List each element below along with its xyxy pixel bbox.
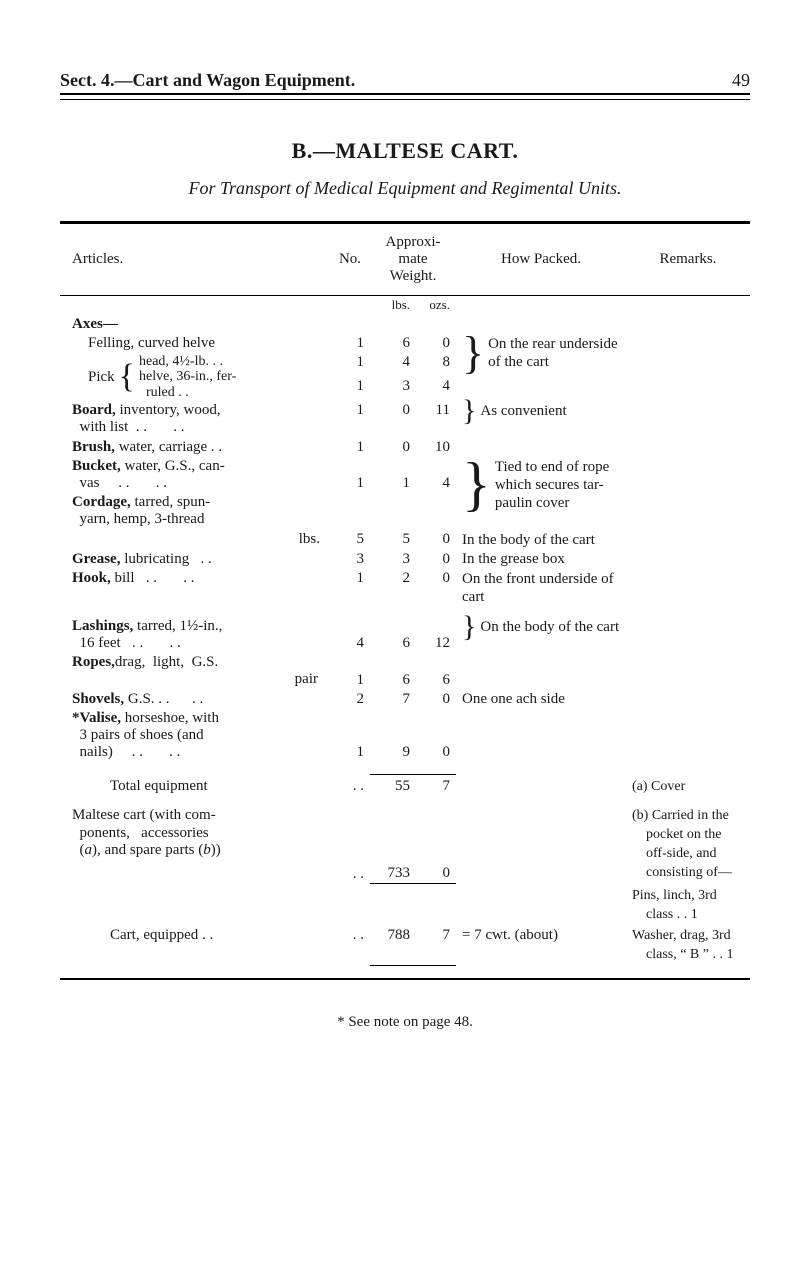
remark-b: (b) Carried in the pocket on the off-sid… bbox=[632, 807, 744, 883]
col-remarks: Remarks. bbox=[626, 224, 750, 296]
item-cordage: Cordage, tarred, spun- yarn, hemp, 3-thr… bbox=[72, 494, 210, 527]
how-shovels: One one ach side bbox=[456, 690, 626, 709]
how-onbody: } On the body of the cart bbox=[462, 618, 620, 636]
item-brush: Brush, water, carriage . . bbox=[72, 439, 222, 455]
table-head: Articles. No. Approxi- mate Weight. How … bbox=[60, 224, 750, 296]
item-valise: *Valise, horseshoe, with 3 pairs of shoe… bbox=[72, 710, 219, 761]
col-approx: Approxi- mate Weight. bbox=[370, 224, 456, 296]
table-body: lbs. ozs. Axes— Felling, curved helve 1 … bbox=[60, 296, 750, 969]
unit-lbs: lbs. bbox=[392, 297, 410, 312]
how-convenient: } As convenient bbox=[462, 402, 620, 420]
item-shovels: Shovels, G.S. . . . . bbox=[72, 691, 203, 707]
item-ropes: Ropes,drag, light, G.S.pair bbox=[72, 654, 328, 689]
table-row: Board, inventory, wood, with list . . . … bbox=[60, 401, 750, 438]
col-no: No. bbox=[330, 224, 370, 296]
brace-icon: } bbox=[462, 468, 491, 501]
table-row: Hook, bill . . . . 1 2 0 On the front un… bbox=[60, 569, 750, 607]
how-tied: } Tied to end of rope which secures tar-… bbox=[462, 458, 620, 512]
how-hook: On the front underside of cart bbox=[456, 569, 626, 607]
table-row: Lashings, tarred, 1½-in., 16 feet . . . … bbox=[60, 617, 750, 654]
remark-b1: Pins, linch, 3rd class . . 1 bbox=[632, 887, 744, 925]
col-articles: Articles. bbox=[60, 224, 330, 296]
table-row: Pick { head, 4½-lb. . . helve, 36-in., f… bbox=[60, 353, 750, 377]
brace-icon: { bbox=[119, 365, 135, 389]
table-row: *Valise, horseshoe, with 3 pairs of shoe… bbox=[60, 709, 750, 763]
col-how: How Packed. bbox=[456, 224, 626, 296]
item-lashings: Lashings, tarred, 1½-in., 16 feet . . . … bbox=[72, 618, 222, 651]
page: Sect. 4.—Cart and Wagon Equipment. 49 B.… bbox=[0, 0, 800, 1277]
running-head: Sect. 4.—Cart and Wagon Equipment. 49 bbox=[60, 70, 750, 95]
unit-lbs-label: lbs. bbox=[60, 530, 330, 550]
row-maltese-cart: Maltese cart (with com- ponents, accesso… bbox=[60, 806, 750, 884]
header-rule bbox=[60, 99, 750, 100]
table-row: lbs. 5 5 0 In the body of the cart bbox=[60, 530, 750, 550]
brace-icon: } bbox=[462, 340, 484, 365]
table-row: Felling, curved helve 1 6 0 } On the rea… bbox=[60, 334, 750, 353]
how-cart-equipped: = 7 cwt. (about) bbox=[456, 926, 626, 966]
how-cordage: In the body of the cart bbox=[456, 530, 626, 550]
table-row: Ropes,drag, light, G.S.pair 1 6 6 bbox=[60, 653, 750, 690]
table-row: Shovels, G.S. . . . . 2 7 0 One one ach … bbox=[60, 690, 750, 709]
row-total-equipment: Total equipment . . 55 7 (a) Cover bbox=[60, 777, 750, 798]
section-subtitle: For Transport of Medical Equipment and R… bbox=[60, 178, 750, 199]
page-number: 49 bbox=[732, 70, 750, 91]
group-axes: Axes— bbox=[60, 315, 330, 334]
table-row: Bucket, water, G.S., can- vas . . . . 1 … bbox=[60, 457, 750, 494]
item-grease: Grease, lubricating . . bbox=[72, 551, 212, 567]
table-row: Brush, water, carriage . . 1 0 10 bbox=[60, 438, 750, 457]
section-title: B.—MALTESE CART. bbox=[60, 138, 750, 164]
item-hook: Hook, bill . . . . bbox=[72, 570, 195, 586]
item-pick: Pick { head, 4½-lb. . . helve, 36-in., f… bbox=[72, 354, 328, 400]
running-head-title: Sect. 4.—Cart and Wagon Equipment. bbox=[60, 70, 355, 91]
item-board: Board, inventory, wood, with list . . . … bbox=[72, 402, 221, 435]
item-bucket: Bucket, water, G.S., can- vas . . . . bbox=[72, 458, 225, 491]
row-cart-equipped: Cart, equipped . . . . 788 7 = 7 cwt. (a… bbox=[60, 926, 750, 966]
footnote: * See note on page 48. bbox=[60, 1014, 750, 1031]
brace-icon: } bbox=[462, 618, 476, 636]
how-grease: In the grease box bbox=[456, 550, 626, 569]
how-on-rear: } On the rear underside of the cart bbox=[462, 335, 620, 371]
item-maltese: Maltese cart (with com- ponents, accesso… bbox=[72, 807, 221, 858]
brace-icon: } bbox=[462, 402, 476, 420]
table-bottom-rule bbox=[60, 978, 750, 980]
equipment-table: Articles. No. Approxi- mate Weight. How … bbox=[60, 224, 750, 968]
table-row: Grease, lubricating . . 3 3 0 In the gre… bbox=[60, 550, 750, 569]
item-felling: Felling, curved helve bbox=[72, 335, 215, 352]
remark-a: (a) Cover bbox=[626, 777, 750, 798]
table-row: Cordage, tarred, spun- yarn, hemp, 3-thr… bbox=[60, 493, 750, 530]
remark-b2: Washer, drag, 3rd class, “ B ” . . 1 bbox=[632, 927, 744, 965]
unit-ozs: ozs. bbox=[429, 297, 450, 312]
